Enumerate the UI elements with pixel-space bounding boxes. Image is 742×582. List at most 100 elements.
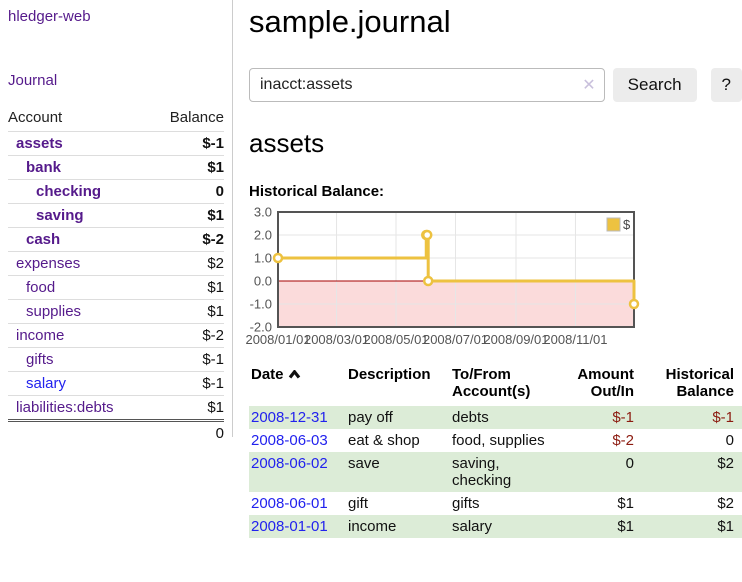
account-heading: assets: [249, 128, 325, 158]
account-row: gifts $-1: [8, 347, 224, 372]
x-tick-label: 2008/03/01: [304, 332, 369, 347]
transaction-accounts: food, supplies: [452, 432, 545, 449]
x-tick-label: 2008/09/01: [483, 332, 548, 347]
search-button[interactable]: Search: [612, 68, 697, 102]
accounts-total-spacer: [8, 419, 151, 445]
column-header-amount: Amount Out/In: [577, 366, 634, 400]
transaction-accounts: gifts: [452, 495, 480, 512]
account-row: income $-2: [8, 323, 224, 348]
main-content: sample.journal ✕ Search ? assets Histori…: [233, 0, 742, 582]
accounts-header-account: Account: [8, 109, 63, 126]
chart-container: $3.0 2.0 1.0 0.0 -1.0 -2.0 2008/01/01 2008/03/0…: [245, 205, 742, 350]
transactions-body: 2008-12-31 pay off debts $-1 $-1 2008-06-03 ea…: [249, 406, 742, 538]
accounts-total-balance: 0: [150, 419, 224, 445]
account-link[interactable]: salary: [26, 375, 67, 392]
account-balance: $1: [150, 203, 224, 228]
balance-chart: $3.0 2.0 1.0 0.0 -1.0 -2.02008/01/012008/03/0…: [245, 205, 640, 347]
account-row: expenses $2: [8, 251, 224, 276]
column-header-date[interactable]: Date: [249, 364, 346, 406]
search-input-wrap: ✕: [249, 68, 605, 102]
column-header-balance: Historical Balance: [665, 366, 734, 400]
account-link[interactable]: assets: [16, 135, 63, 152]
transaction-accounts: salary: [452, 518, 493, 535]
account-balance: 0: [150, 179, 224, 204]
transaction-row: 2008-12-31 pay off debts $-1 $-1: [249, 406, 742, 429]
account-row: salary $-1: [8, 371, 224, 396]
y-tick-label: 0.0: [254, 274, 272, 289]
account-link[interactable]: gifts: [26, 351, 54, 368]
accounts-header-balance: Balance: [169, 109, 224, 126]
transaction-balance: $1: [717, 518, 734, 535]
transaction-accounts: debts: [452, 409, 489, 426]
transaction-description: gift: [348, 495, 369, 512]
y-tick-label: -1.0: [250, 297, 272, 312]
account-link[interactable]: saving: [36, 207, 84, 224]
transaction-description: pay off: [348, 409, 393, 426]
account-balance: $-2: [150, 227, 224, 252]
account-link[interactable]: income: [16, 327, 65, 344]
x-tick-label: 2008/05/01: [363, 332, 428, 347]
account-row: checking 0: [8, 179, 224, 204]
transaction-balance: 0: [725, 432, 734, 449]
x-tick-label: 2008/07/01: [423, 332, 488, 347]
account-row: assets $-1: [8, 131, 224, 156]
transaction-amount: 0: [625, 455, 634, 472]
transaction-date-link[interactable]: 2008-12-31: [251, 409, 328, 426]
date-header-label: Date: [251, 366, 284, 383]
app-title-link[interactable]: hledger-web: [8, 8, 91, 25]
x-tick-label: 2008/01/01: [245, 332, 310, 347]
account-balance: $1: [150, 155, 224, 180]
account-row: cash $-2: [8, 227, 224, 252]
y-tick-label: -2.0: [250, 320, 272, 335]
chart-title: Historical Balance:: [249, 183, 385, 200]
search-input[interactable]: [249, 68, 605, 102]
transaction-row: 2008-06-02 save saving, checking 0 $2: [249, 452, 742, 492]
account-link[interactable]: cash: [26, 231, 61, 248]
transaction-amount: $-1: [612, 409, 634, 426]
help-button[interactable]: ?: [710, 68, 742, 102]
data-point-marker: [421, 229, 433, 241]
account-row: liabilities:debts $1: [8, 395, 224, 421]
account-link[interactable]: liabilities:debts: [16, 399, 114, 416]
transaction-date-link[interactable]: 2008-06-01: [251, 495, 328, 512]
plot-border: [277, 211, 635, 328]
account-link[interactable]: supplies: [26, 303, 82, 320]
search-form: ✕ Search ?: [249, 68, 742, 102]
account-row: supplies $1: [8, 299, 224, 324]
account-balance: $1: [150, 275, 224, 300]
legend-label: $: [623, 217, 631, 232]
account-link[interactable]: checking: [36, 183, 102, 200]
transaction-accounts: saving, checking: [452, 455, 512, 489]
account-row: bank $1: [8, 155, 224, 180]
transaction-row: 2008-06-03 eat & shop food, supplies $-2 0: [249, 429, 742, 452]
transaction-balance: $2: [717, 495, 734, 512]
account-row: food $1: [8, 275, 224, 300]
accounts-table: Account Balance assets $-1 bank $1 checking 0…: [8, 106, 224, 445]
legend-swatch: [606, 217, 621, 232]
transactions-table: Date Description To/From Account(s) Amou…: [249, 364, 742, 538]
account-balance: $-1: [150, 347, 224, 372]
account-balance: $1: [150, 299, 224, 324]
y-tick-label: 2.0: [254, 228, 272, 243]
accounts-total-row: 0: [8, 419, 224, 445]
transaction-amount: $1: [617, 518, 634, 535]
transactions-header-row: Date Description To/From Account(s) Amou…: [249, 364, 742, 406]
transaction-date-link[interactable]: 2008-06-02: [251, 455, 328, 472]
transaction-description: income: [348, 518, 397, 535]
account-link[interactable]: bank: [26, 159, 62, 176]
transaction-balance: $2: [717, 455, 734, 472]
x-tick-label: 2008/11/01: [543, 332, 607, 347]
transaction-date-link[interactable]: 2008-06-03: [251, 432, 328, 449]
account-link[interactable]: food: [26, 279, 56, 296]
account-balance: $1: [150, 395, 224, 421]
account-link[interactable]: expenses: [16, 255, 81, 272]
transaction-description: eat & shop: [348, 432, 420, 449]
transaction-date-link[interactable]: 2008-01-01: [251, 518, 328, 535]
transaction-description: save: [348, 455, 380, 472]
sidebar: hledger-web Journal Account Balance asse…: [0, 0, 233, 445]
y-tick-label: 3.0: [254, 205, 272, 220]
sidebar-item-journal[interactable]: Journal: [8, 72, 58, 89]
clear-search-icon[interactable]: ✕: [582, 77, 596, 94]
transaction-amount: $-2: [612, 432, 634, 449]
data-point-marker: [628, 298, 640, 310]
